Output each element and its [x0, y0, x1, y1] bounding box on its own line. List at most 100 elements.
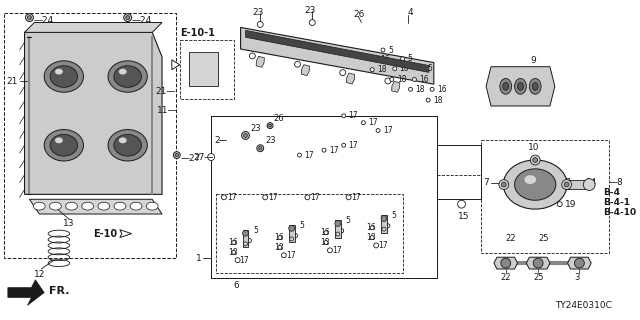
Text: 16: 16 — [419, 75, 429, 84]
Polygon shape — [8, 280, 44, 305]
Circle shape — [278, 245, 282, 249]
Ellipse shape — [529, 78, 541, 94]
Text: 23: 23 — [250, 124, 261, 132]
Text: 18: 18 — [397, 75, 406, 84]
Text: 17: 17 — [310, 193, 320, 202]
Circle shape — [262, 195, 268, 200]
Circle shape — [401, 57, 404, 61]
Circle shape — [501, 258, 511, 268]
Polygon shape — [24, 22, 162, 32]
Polygon shape — [172, 60, 180, 70]
Ellipse shape — [515, 169, 556, 200]
Bar — [4, 13, 176, 258]
Circle shape — [376, 129, 380, 132]
Text: 17: 17 — [349, 111, 358, 120]
Circle shape — [335, 220, 340, 226]
Ellipse shape — [50, 134, 77, 156]
Circle shape — [257, 21, 263, 28]
Ellipse shape — [49, 202, 61, 210]
Text: 2: 2 — [214, 136, 220, 145]
Text: 23: 23 — [252, 8, 264, 17]
Text: 15: 15 — [458, 212, 469, 221]
Circle shape — [346, 195, 351, 200]
Ellipse shape — [500, 78, 511, 94]
Text: 17: 17 — [239, 256, 249, 265]
Text: 26: 26 — [273, 114, 284, 123]
Circle shape — [305, 195, 310, 200]
Text: 17: 17 — [286, 251, 296, 260]
Ellipse shape — [119, 69, 127, 75]
Text: 5: 5 — [346, 216, 351, 225]
Bar — [564, 180, 589, 189]
Text: 16: 16 — [274, 233, 284, 242]
Circle shape — [173, 152, 180, 158]
Text: 21—: 21— — [155, 87, 175, 96]
Text: 22: 22 — [501, 273, 511, 282]
Ellipse shape — [532, 83, 538, 90]
Text: 17: 17 — [268, 193, 278, 202]
Ellipse shape — [114, 66, 141, 87]
Circle shape — [244, 133, 248, 137]
Circle shape — [370, 226, 374, 230]
Text: 16: 16 — [366, 223, 376, 232]
Circle shape — [562, 180, 572, 189]
Text: 16: 16 — [320, 228, 330, 237]
Circle shape — [499, 180, 509, 189]
Text: 10: 10 — [529, 143, 540, 152]
Circle shape — [259, 147, 262, 150]
Circle shape — [248, 239, 252, 243]
Text: 5: 5 — [427, 64, 432, 73]
Text: FR.: FR. — [49, 286, 70, 296]
Text: 25: 25 — [533, 273, 544, 282]
Circle shape — [221, 195, 227, 200]
Ellipse shape — [66, 202, 77, 210]
Circle shape — [373, 58, 377, 62]
Ellipse shape — [503, 160, 567, 209]
Text: 6: 6 — [234, 281, 239, 290]
Circle shape — [342, 143, 346, 147]
Circle shape — [390, 77, 394, 81]
Text: E-10-1: E-10-1 — [180, 28, 214, 38]
Circle shape — [412, 77, 417, 81]
Circle shape — [294, 61, 301, 67]
Text: 17: 17 — [305, 151, 314, 160]
Circle shape — [370, 68, 374, 72]
Circle shape — [420, 67, 424, 71]
Circle shape — [575, 258, 584, 268]
Text: 17: 17 — [332, 246, 342, 255]
Circle shape — [250, 53, 255, 59]
Circle shape — [557, 202, 562, 207]
Ellipse shape — [518, 83, 524, 90]
Circle shape — [382, 227, 386, 231]
Ellipse shape — [44, 61, 83, 92]
Circle shape — [269, 124, 271, 127]
Circle shape — [328, 248, 332, 253]
Circle shape — [393, 67, 397, 71]
Text: 1: 1 — [196, 254, 202, 263]
Ellipse shape — [130, 202, 142, 210]
Text: TY24E0310C: TY24E0310C — [555, 301, 612, 310]
Text: 17: 17 — [383, 126, 392, 135]
Polygon shape — [494, 257, 518, 269]
Text: 17: 17 — [368, 118, 378, 127]
Polygon shape — [568, 257, 591, 269]
Circle shape — [28, 16, 31, 20]
Text: 22: 22 — [506, 235, 516, 244]
Text: E-10: E-10 — [93, 229, 117, 239]
Circle shape — [381, 48, 385, 52]
Ellipse shape — [33, 202, 45, 210]
Text: 14: 14 — [586, 178, 598, 187]
Text: 26: 26 — [353, 10, 365, 19]
Polygon shape — [392, 81, 400, 92]
Text: 18: 18 — [377, 65, 387, 74]
Circle shape — [458, 200, 465, 208]
Circle shape — [342, 114, 346, 118]
Circle shape — [124, 14, 132, 21]
Polygon shape — [289, 225, 294, 243]
Circle shape — [426, 98, 430, 102]
Circle shape — [241, 132, 250, 140]
Polygon shape — [29, 199, 162, 214]
Circle shape — [370, 236, 374, 240]
Polygon shape — [256, 56, 264, 67]
Ellipse shape — [524, 175, 536, 184]
